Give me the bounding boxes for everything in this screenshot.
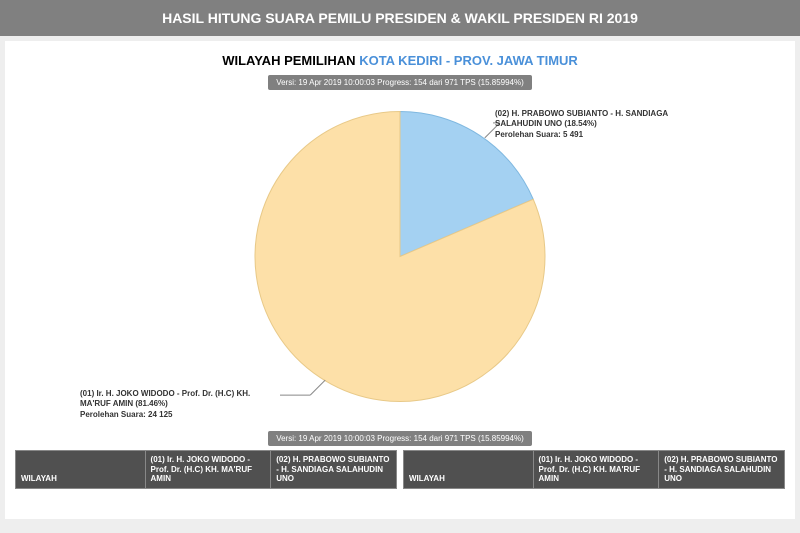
slice-label-02-line3: Perolehan Suara: 5 491 [495, 130, 695, 140]
table-header-row: WILAYAH (01) Ir. H. JOKO WIDODO - Prof. … [16, 451, 397, 489]
version-badge-bottom-wrap: Versi: 19 Apr 2019 10:00:03 Progress: 15… [15, 428, 785, 446]
slice-label-02-line1: (02) H. PRABOWO SUBIANTO - H. SANDIAGA [495, 109, 695, 119]
slice-label-02: (02) H. PRABOWO SUBIANTO - H. SANDIAGA S… [495, 109, 695, 140]
col-wilayah: WILAYAH [404, 451, 534, 489]
region-name[interactable]: KOTA KEDIRI - PROV. JAWA TIMUR [359, 53, 578, 68]
slice-label-01-line2: MA'RUF AMIN (81.46%) [80, 399, 280, 409]
col-wilayah: WILAYAH [16, 451, 146, 489]
chart-area: (02) H. PRABOWO SUBIANTO - H. SANDIAGA S… [15, 94, 785, 424]
results-table-right: WILAYAH (01) Ir. H. JOKO WIDODO - Prof. … [403, 450, 785, 489]
region-title: WILAYAH PEMILIHAN KOTA KEDIRI - PROV. JA… [15, 53, 785, 68]
slice-label-01-line3: Perolehan Suara: 24 125 [80, 410, 280, 420]
version-badge-top-wrap: Versi: 19 Apr 2019 10:00:03 Progress: 15… [15, 72, 785, 90]
col-candidate-01: (01) Ir. H. JOKO WIDODO - Prof. Dr. (H.C… [145, 451, 271, 489]
col-candidate-01: (01) Ir. H. JOKO WIDODO - Prof. Dr. (H.C… [533, 451, 659, 489]
col-candidate-02: (02) H. PRABOWO SUBIANTO - H. SANDIAGA S… [659, 451, 785, 489]
table-header-row: WILAYAH (01) Ir. H. JOKO WIDODO - Prof. … [404, 451, 785, 489]
page-title: HASIL HITUNG SUARA PEMILU PRESIDEN & WAK… [162, 10, 638, 26]
slice-label-01: (01) Ir. H. JOKO WIDODO - Prof. Dr. (H.C… [80, 389, 280, 420]
slice-label-01-line1: (01) Ir. H. JOKO WIDODO - Prof. Dr. (H.C… [80, 389, 280, 399]
slice-label-02-line2: SALAHUDIN UNO (18.54%) [495, 119, 695, 129]
region-prefix: WILAYAH PEMILIHAN [222, 53, 359, 68]
version-badge-top: Versi: 19 Apr 2019 10:00:03 Progress: 15… [268, 75, 532, 90]
col-candidate-02: (02) H. PRABOWO SUBIANTO - H. SANDIAGA S… [271, 451, 397, 489]
tables-row: WILAYAH (01) Ir. H. JOKO WIDODO - Prof. … [15, 450, 785, 489]
content-panel: WILAYAH PEMILIHAN KOTA KEDIRI - PROV. JA… [5, 41, 795, 519]
results-table-left: WILAYAH (01) Ir. H. JOKO WIDODO - Prof. … [15, 450, 397, 489]
pie-chart [240, 97, 560, 422]
page-header: HASIL HITUNG SUARA PEMILU PRESIDEN & WAK… [0, 0, 800, 36]
version-badge-bottom: Versi: 19 Apr 2019 10:00:03 Progress: 15… [268, 431, 532, 446]
